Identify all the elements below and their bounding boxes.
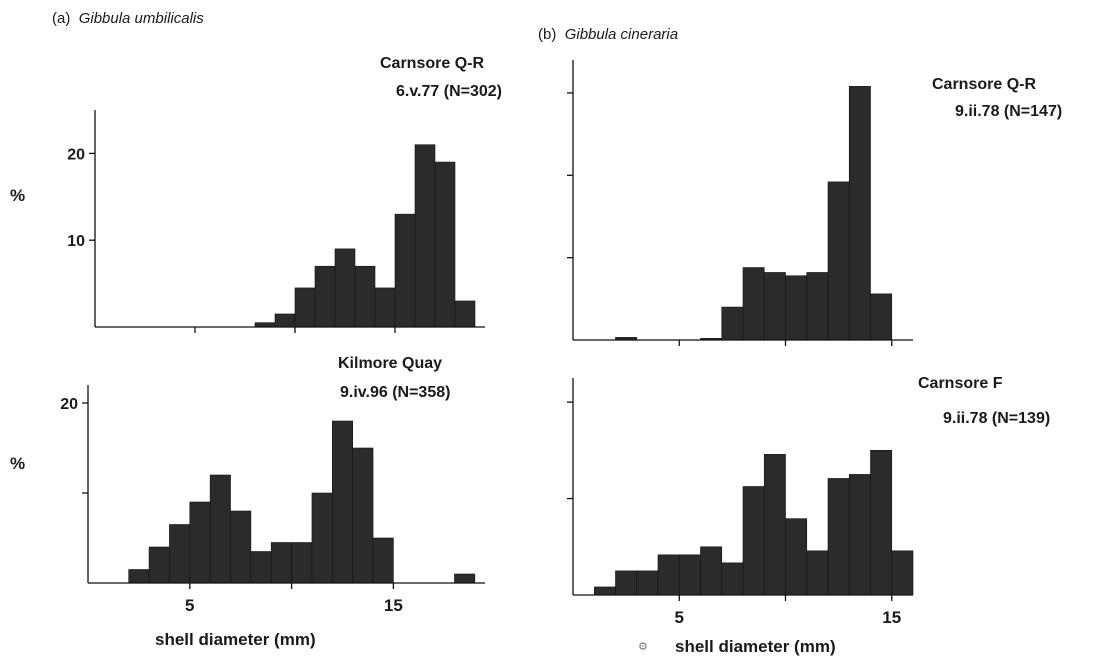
chart-4-bar-6 <box>700 546 723 596</box>
chart-4-bar-5 <box>678 554 701 596</box>
chart-1-ytick-label-20: 20 <box>67 146 85 163</box>
chart-2-bar-11 <box>311 492 333 584</box>
chart-3-title-line2: 9.ii.78 (N=147) <box>955 103 1063 120</box>
panel-a-species: Gibbula umbilicalis <box>78 10 204 27</box>
chart-2-kilmore-quay: 20 5 15 <box>60 385 485 615</box>
chart-3-bar-11 <box>806 272 829 341</box>
chart-2-bar-18 <box>454 573 476 584</box>
chart-4-bar-3 <box>636 570 659 596</box>
chart-2-ylabel: % <box>10 454 26 473</box>
chart-1-bar-18 <box>454 300 476 328</box>
chart-3-bar-10 <box>785 275 808 341</box>
chart-4-bar-7 <box>721 562 744 596</box>
chart-4-bar-9 <box>763 454 786 596</box>
chart-4-title-line1: Carnsore F <box>918 375 1003 392</box>
chart-3-bar-7 <box>721 306 744 341</box>
chart-2-bar-5 <box>189 501 211 584</box>
chart-2-title-line1: Kilmore Quay <box>338 355 443 372</box>
chart-4-bar-15 <box>891 550 914 596</box>
chart-2-xtick-label-5: 5 <box>185 596 194 615</box>
chart-1-bar-10 <box>294 287 316 328</box>
chart-1-bar-11 <box>314 265 336 328</box>
chart-4-bar-10 <box>785 518 808 596</box>
chart-2-xlabel: shell diameter (mm) <box>155 630 316 649</box>
chart-1-bar-16 <box>414 144 436 328</box>
chart-3-title-line1: Carnsore Q-R <box>932 76 1037 93</box>
panel-b-species: Gibbula cineraria <box>564 26 679 43</box>
chart-2-xtick-label-15: 15 <box>384 596 403 615</box>
chart-1-bar-9 <box>274 313 296 328</box>
chart-1-title-line1: Carnsore Q-R <box>380 55 485 72</box>
chart-2-bar-8 <box>250 551 272 584</box>
chart-4-bar-1 <box>593 586 616 596</box>
chart-2-bar-10 <box>291 542 313 584</box>
chart-1-ylabel: % <box>10 186 26 205</box>
chart-4-bar-4 <box>657 554 680 596</box>
chart-2-bar-13 <box>352 447 374 584</box>
chart-3-bar-9 <box>763 272 786 341</box>
panel-a-letter: (a) <box>52 10 71 27</box>
chart-2-bar-14 <box>372 537 394 584</box>
chart-4-bar-2 <box>615 570 638 596</box>
chart-1-bar-17 <box>434 161 456 328</box>
chart-2-bar-7 <box>230 510 252 584</box>
chart-4-bar-14 <box>870 450 893 596</box>
chart-1-carnsore-qr-gibbula-umbilicalis: 10 20 <box>67 110 485 333</box>
chart-2-bar-9 <box>270 542 292 584</box>
chart-2-ytick-label-20: 20 <box>60 396 78 413</box>
chart-4-bar-12 <box>827 478 850 596</box>
panel-b-label: (b) Gibbula cineraria <box>538 26 678 43</box>
chart-3-bar-12 <box>827 181 850 341</box>
chart-1-ytick-label-10: 10 <box>67 233 85 250</box>
small-mark: ⚙ <box>638 641 648 653</box>
chart-3-bar-14 <box>870 293 893 341</box>
chart-4-xtick-label-15: 15 <box>882 608 901 627</box>
chart-2-bar-4 <box>169 524 191 584</box>
chart-1-title-line2: 6.v.77 (N=302) <box>396 83 502 100</box>
chart-4-bar-13 <box>848 474 871 596</box>
chart-4-bar-11 <box>806 550 829 596</box>
chart-3-carnsore-qr-gibbula-cineraria <box>567 60 913 346</box>
chart-4-xlabel: shell diameter (mm) <box>675 637 836 656</box>
chart-1-bar-14 <box>374 287 396 328</box>
chart-1-bar-12 <box>334 248 356 328</box>
chart-1-bar-15 <box>394 213 416 328</box>
chart-3-bar-13 <box>848 86 871 341</box>
chart-2-title-line2: 9.iv.96 (N=358) <box>340 384 451 401</box>
chart-1-bar-8 <box>254 322 276 328</box>
panel-b-letter: (b) <box>538 26 557 43</box>
chart-2-bar-2 <box>128 569 150 584</box>
chart-1-bar-13 <box>354 265 376 328</box>
chart-4-bar-8 <box>742 486 765 596</box>
chart-3-bar-8 <box>742 267 765 341</box>
chart-4-carnsore-f: 5 15 <box>567 378 914 627</box>
chart-2-bar-3 <box>148 546 170 584</box>
chart-4-title-line2: 9.ii.78 (N=139) <box>943 410 1051 427</box>
chart-2-bar-6 <box>209 474 231 584</box>
chart-2-bar-12 <box>332 420 353 584</box>
chart-4-xtick-label-5: 5 <box>675 608 684 627</box>
panel-a-label: (a) Gibbula umbilicalis <box>52 10 204 27</box>
